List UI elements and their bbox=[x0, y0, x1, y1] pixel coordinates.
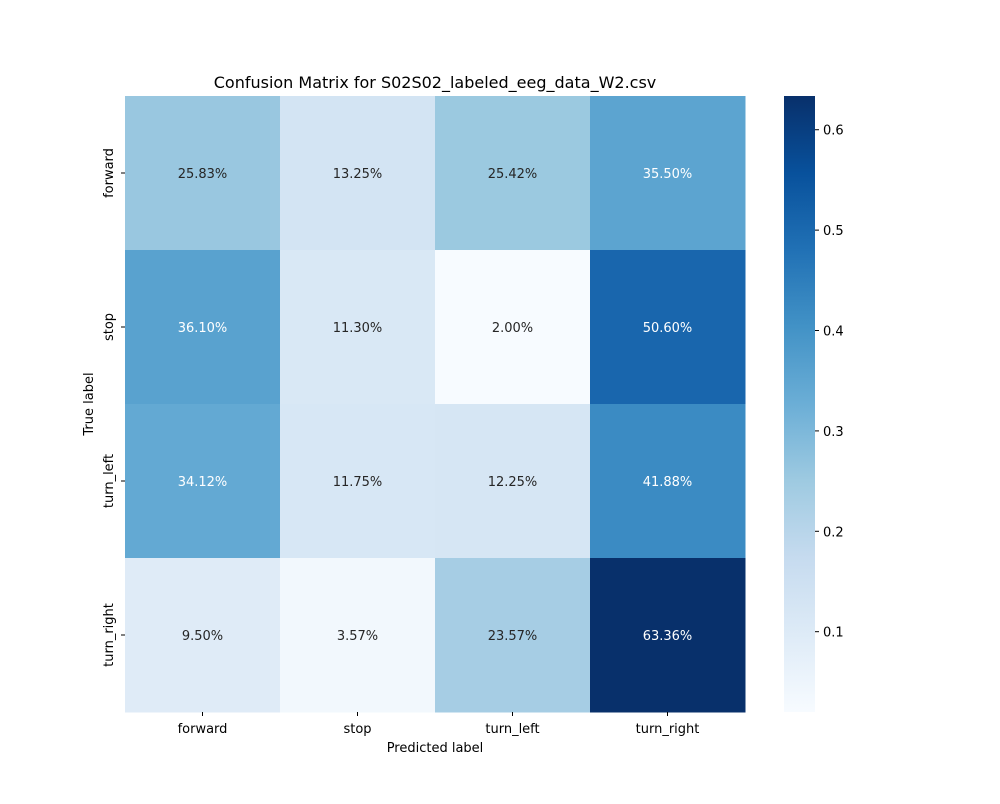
heatmap-cell bbox=[125, 558, 281, 713]
cell-annotation: 25.83% bbox=[178, 167, 228, 182]
cell-annotation: 35.50% bbox=[643, 167, 693, 182]
x-tick-label: turn_right bbox=[636, 722, 700, 737]
y-tick-label: turn_left bbox=[102, 454, 117, 508]
cell-annotation: 2.00% bbox=[492, 321, 533, 336]
y-axis-label: True label bbox=[82, 372, 97, 436]
cell-annotation: 50.60% bbox=[643, 321, 693, 336]
cell-annotation: 9.50% bbox=[182, 629, 223, 644]
heatmap-cell bbox=[435, 558, 591, 713]
x-axis-ticks: forward stop turn_left turn_right bbox=[178, 712, 700, 737]
colorbar-tick-label: 0.2 bbox=[823, 525, 844, 540]
colorbar-tick-label: 0.4 bbox=[823, 325, 844, 340]
heatmap-cell bbox=[125, 96, 281, 251]
heatmap-cell bbox=[280, 250, 436, 405]
heatmap-cell bbox=[435, 250, 591, 405]
cell-annotation: 12.25% bbox=[488, 475, 538, 490]
x-tick-label: forward bbox=[178, 722, 228, 737]
heatmap-cell bbox=[590, 558, 746, 713]
cell-annotation: 34.12% bbox=[178, 475, 228, 490]
y-axis-ticks: forward stop turn_left turn_right bbox=[102, 148, 125, 667]
cell-annotation: 13.25% bbox=[333, 167, 383, 182]
cell-annotation: 63.36% bbox=[643, 629, 693, 644]
heatmap-cell bbox=[435, 96, 591, 251]
x-tick-label: stop bbox=[343, 722, 371, 737]
heatmap-cell bbox=[125, 250, 281, 405]
y-tick-label: turn_right bbox=[102, 603, 117, 667]
heatmap-cell bbox=[280, 558, 436, 713]
colorbar-ticks: 0.1 0.2 0.3 0.4 0.5 0.6 bbox=[815, 124, 844, 641]
cell-annotation: 3.57% bbox=[337, 629, 378, 644]
heatmap-cell bbox=[280, 96, 436, 251]
colorbar-tick-label: 0.1 bbox=[823, 626, 844, 641]
cell-annotation: 11.75% bbox=[333, 475, 383, 490]
x-axis-label: Predicted label bbox=[387, 741, 484, 756]
heatmap-cell bbox=[125, 404, 281, 559]
heatmap-cell bbox=[590, 404, 746, 559]
cell-annotation: 25.42% bbox=[488, 167, 538, 182]
heatmap-cell bbox=[590, 96, 746, 251]
y-tick-label: forward bbox=[102, 148, 117, 198]
heatmap-cell bbox=[280, 404, 436, 559]
cell-annotation: 23.57% bbox=[488, 629, 538, 644]
colorbar-tick-label: 0.6 bbox=[823, 124, 844, 139]
cell-annotation: 36.10% bbox=[178, 321, 228, 336]
cell-annotation: 41.88% bbox=[643, 475, 693, 490]
colorbar-tick-label: 0.3 bbox=[823, 425, 844, 440]
cell-annotation: 11.30% bbox=[333, 321, 383, 336]
heatmap-cell bbox=[590, 250, 746, 405]
chart-title: Confusion Matrix for S02S02_labeled_eeg_… bbox=[214, 73, 657, 93]
heatmap-cells: 25.83% 13.25% 25.42% 35.50% 36.10% 11.30% 2.00… bbox=[125, 96, 746, 713]
heatmap-cell bbox=[435, 404, 591, 559]
x-tick-label: turn_left bbox=[485, 722, 539, 737]
y-tick-label: stop bbox=[102, 313, 117, 341]
colorbar-tick-label: 0.5 bbox=[823, 224, 844, 239]
colorbar bbox=[784, 96, 815, 712]
